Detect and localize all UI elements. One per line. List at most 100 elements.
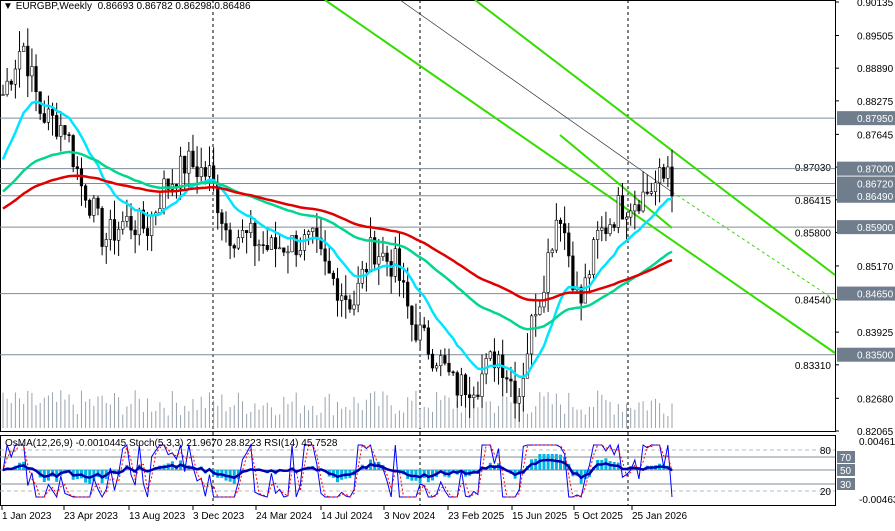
candle-body <box>316 228 319 238</box>
candle-body <box>150 216 153 236</box>
candle-body <box>51 109 54 115</box>
candle-body <box>130 216 133 230</box>
candle-body <box>183 156 186 173</box>
x-tick-label: 24 Mar 2024 <box>256 511 313 522</box>
candle-body <box>444 356 447 364</box>
candle-body <box>654 183 657 192</box>
candle-body <box>629 211 632 217</box>
candle-body <box>237 238 240 248</box>
candle-body <box>386 253 389 261</box>
channel-line-upper <box>475 0 835 275</box>
candle-body <box>642 192 645 211</box>
candle-body <box>262 245 265 246</box>
candle-body <box>258 245 261 246</box>
candle-body <box>274 238 277 249</box>
candle-body <box>336 279 339 301</box>
candle-body <box>241 230 244 237</box>
y-tick-label: 0.82680 <box>857 394 894 405</box>
candle-body <box>658 167 661 182</box>
candle-body <box>481 374 484 397</box>
level-label: 0.87950 <box>857 114 894 125</box>
candle-body <box>93 198 96 215</box>
indicator-level-label: 30 <box>840 480 852 491</box>
indicator-level-label: 20 <box>820 487 832 498</box>
candle-body <box>295 235 298 254</box>
candle-body <box>278 248 281 249</box>
candle-body <box>101 208 104 246</box>
x-tick-label: 3 Nov 2024 <box>384 511 436 522</box>
candle-body <box>64 125 67 134</box>
candle-body <box>22 46 25 51</box>
candle-body <box>35 66 38 91</box>
candle-body <box>621 196 624 220</box>
candle-body <box>303 235 306 251</box>
candle-body <box>113 220 116 241</box>
candle-body <box>600 228 603 230</box>
indicator-header: OsMA(12,26,9) -0.0010445 Stoch(5,3,3) 21… <box>5 438 337 449</box>
candle-body <box>353 305 356 309</box>
x-tick-label: 23 Feb 2025 <box>448 511 505 522</box>
candle-body <box>522 378 525 396</box>
y-tick-label: 0.85800 <box>795 228 832 239</box>
candle-body <box>2 95 5 96</box>
candle-body <box>477 395 480 397</box>
candle-body <box>518 397 521 404</box>
candle-body <box>456 373 459 396</box>
x-tick-label: 13 Aug 2023 <box>129 511 186 522</box>
candle-body <box>340 296 343 301</box>
candle-body <box>613 225 616 228</box>
candle-body <box>14 69 17 84</box>
candle-body <box>196 167 199 177</box>
candle-body <box>402 281 405 283</box>
x-tick-label: 5 Oct 2025 <box>574 511 623 522</box>
candle-body <box>419 325 422 340</box>
candle-body <box>68 135 71 136</box>
candle-body <box>634 205 637 211</box>
candle-body <box>514 381 517 403</box>
candle-body <box>254 223 257 246</box>
candle-body <box>43 114 46 123</box>
candle-body <box>489 352 492 359</box>
indicator-upper-label: 0.004613 <box>859 437 895 448</box>
x-tick-label: 14 Jul 2024 <box>321 511 373 522</box>
candle-body <box>47 109 50 122</box>
candle-body <box>439 356 442 366</box>
candle-body <box>567 233 570 256</box>
candle-body <box>662 167 665 178</box>
candle-body <box>138 210 141 235</box>
candle-body <box>60 125 63 136</box>
osma-bar <box>547 454 550 470</box>
x-tick-label: 3 Dec 2023 <box>193 511 245 522</box>
collapse-triangle-icon[interactable]: ▼ <box>3 1 16 12</box>
osma-bar <box>551 454 554 470</box>
candle-body <box>435 366 438 368</box>
candle-body <box>605 228 608 234</box>
level-label: 0.85900 <box>857 223 894 234</box>
candle-body <box>311 228 314 232</box>
candle-body <box>382 253 385 256</box>
candle-body <box>667 167 670 178</box>
chart-title: ▼ EURGBP,Weekly 0.86693 0.86782 0.86298 … <box>3 1 251 12</box>
candle-body <box>563 224 566 233</box>
y-tick-label: 0.83925 <box>857 328 894 339</box>
candle-body <box>225 224 228 230</box>
candle-body <box>638 205 641 211</box>
candle-body <box>109 220 112 240</box>
x-tick-label: 1 Jan 2023 <box>2 511 52 522</box>
candle-body <box>431 354 434 368</box>
candle-body <box>344 296 347 300</box>
candle-body <box>377 257 380 265</box>
candle-body <box>539 307 542 315</box>
candle-body <box>551 250 554 253</box>
y-tick-label: 0.85170 <box>857 262 894 273</box>
candle-body <box>369 238 372 272</box>
candle-body <box>245 230 248 232</box>
candle-body <box>283 248 286 252</box>
candle-body <box>510 379 513 381</box>
candle-body <box>88 200 91 215</box>
trend-line-extension <box>672 192 835 300</box>
candle-body <box>146 228 149 235</box>
y-tick-label: 0.87645 <box>857 130 894 141</box>
y-tick-label: 0.89505 <box>857 31 894 42</box>
